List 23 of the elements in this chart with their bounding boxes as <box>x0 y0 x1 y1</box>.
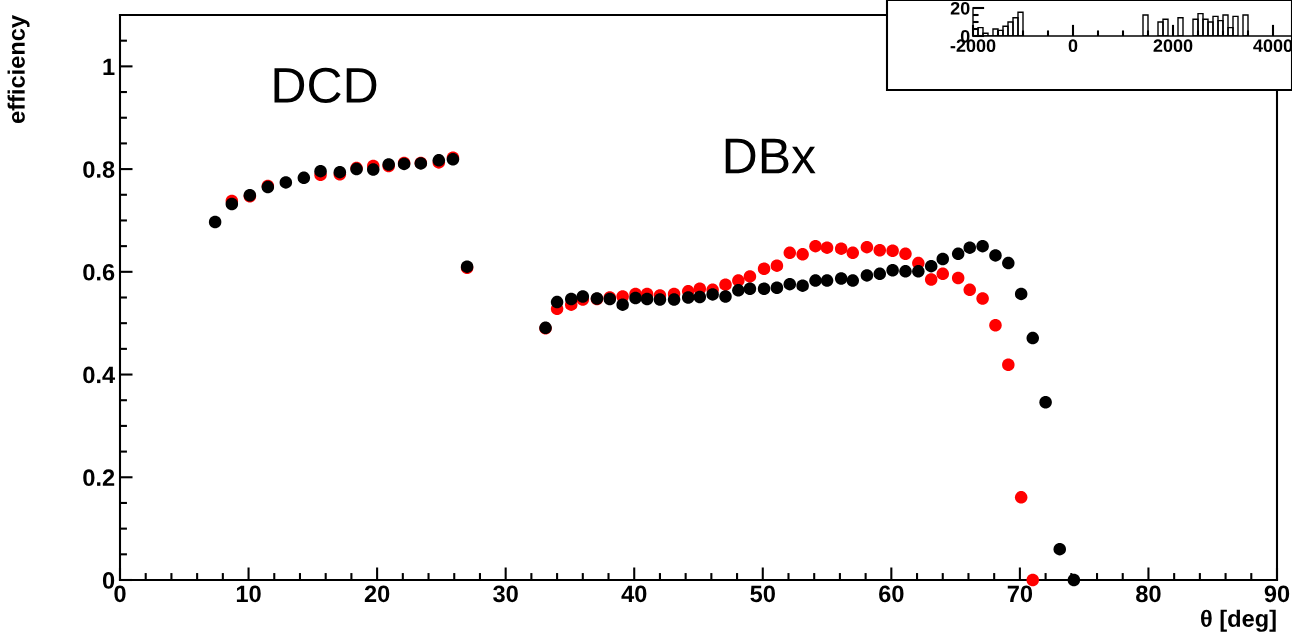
y-tick-label: 1 <box>103 58 115 75</box>
x-tick-label: 30 <box>493 585 518 603</box>
annotation: DBx <box>725 138 816 174</box>
x-tick-label: 0 <box>1068 39 1078 53</box>
annotation: DCD <box>274 67 377 104</box>
x-tick-label: 60 <box>879 585 904 603</box>
y-tick-label: 0.2 <box>83 469 115 487</box>
x-tick-label: 4000 <box>1253 39 1292 53</box>
y-tick-label: 0.4 <box>83 366 116 384</box>
x-tick-label: 0 <box>114 585 126 603</box>
x-tick-label: 40 <box>621 585 647 603</box>
y-tick-label: 0.6 <box>83 263 115 281</box>
x-tick-label: 90 <box>1264 585 1290 603</box>
y-tick-label: 0.8 <box>83 161 115 178</box>
x-tick-label: 70 <box>1007 585 1033 603</box>
y-axis-title: efficiency <box>7 15 30 123</box>
x-tick-label: 50 <box>750 585 775 603</box>
x-tick-label: 20 <box>364 585 390 603</box>
x-axis-title: θ [deg] <box>1201 609 1276 632</box>
x-tick-label: 10 <box>236 585 261 603</box>
y-tick-label: 0 <box>102 572 115 589</box>
x-tick-label: 80 <box>1136 585 1161 603</box>
x-tick-label: 2000 <box>1153 39 1193 53</box>
